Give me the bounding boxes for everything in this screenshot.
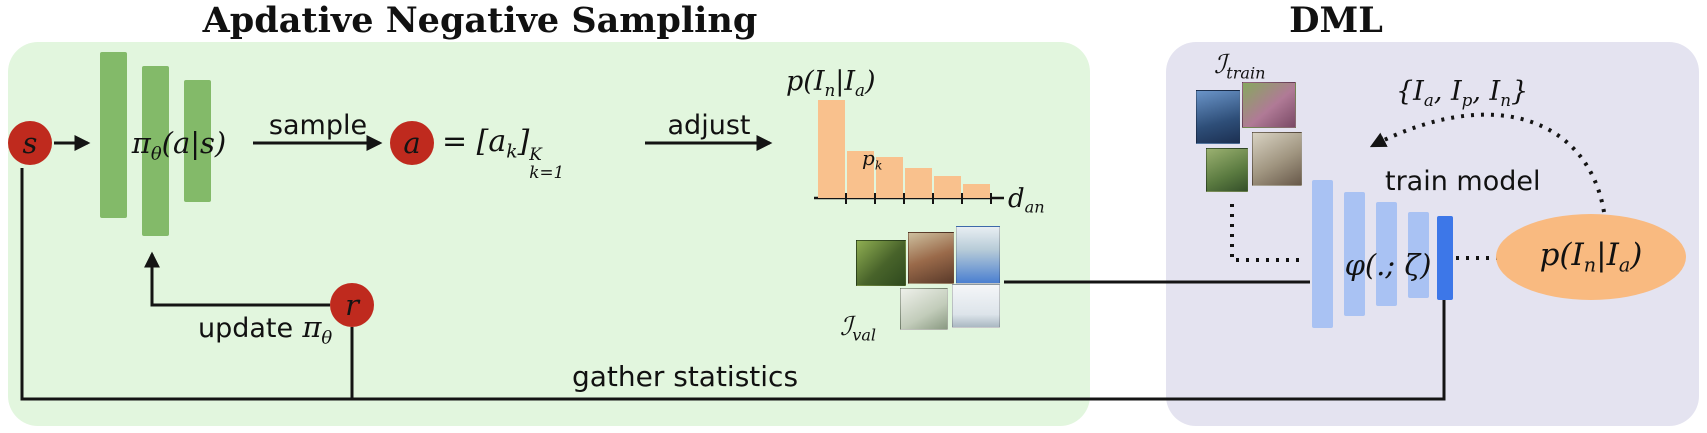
triplet-c2: , I xyxy=(1472,76,1501,107)
pdist-a: a xyxy=(855,79,866,100)
eq-sup-K: K xyxy=(529,144,542,165)
encoder-label: φ(.; ζ) xyxy=(1344,248,1432,282)
dist-close: ) xyxy=(1630,237,1643,274)
itrain-base: ℐ xyxy=(1214,50,1227,80)
dist-a: a xyxy=(1618,253,1631,277)
pdist-bar: |I xyxy=(835,66,856,97)
dist-bar: |I xyxy=(1596,237,1619,274)
encoder-layer-bar xyxy=(1312,180,1333,328)
pdist-close: ) xyxy=(865,66,876,97)
itrain-sub: train xyxy=(1226,63,1266,83)
policy-args: (a|s) xyxy=(161,126,227,160)
triplet-label: {Ia, Ip, In} xyxy=(1396,76,1528,110)
triplet-close: } xyxy=(1511,76,1529,107)
trainset-dotted-line xyxy=(1230,204,1306,262)
validation-set-label: ℐval xyxy=(840,312,876,345)
update-pi: π xyxy=(302,310,322,344)
pdist-n: n xyxy=(824,79,836,100)
validation-image xyxy=(952,284,1000,328)
policy-theta-sub: θ xyxy=(150,143,162,165)
encoder-layer-bar xyxy=(1344,192,1365,316)
validation-image xyxy=(900,288,948,330)
histogram-bars xyxy=(818,100,990,198)
action-node: a xyxy=(390,121,434,165)
sample-label: sample xyxy=(268,110,368,141)
update-policy-label: update πθ xyxy=(198,310,332,348)
gather-statistics-line xyxy=(20,168,1446,401)
histogram-bar xyxy=(876,157,903,198)
left-title: Apdative Negative Sampling xyxy=(202,0,758,41)
validation-image xyxy=(956,226,1000,284)
state-node: s xyxy=(8,121,52,165)
histogram-bar xyxy=(847,151,874,198)
histogram-bar xyxy=(818,100,845,198)
ival-sub: val xyxy=(852,325,877,345)
triplet-p: p xyxy=(1461,89,1473,110)
policy-network-bar xyxy=(142,66,169,236)
histogram-x-label: dan xyxy=(1008,184,1045,217)
encoder-layer-bar xyxy=(1408,212,1429,298)
training-set-label: ℐtrain xyxy=(1214,50,1266,83)
reward-node: r xyxy=(330,283,374,327)
histogram-title: p(In|Ia) xyxy=(786,66,876,100)
train-model-label: train model xyxy=(1385,166,1541,197)
dan-d: d xyxy=(1008,184,1025,214)
pk-p: p xyxy=(862,146,875,170)
adjust-label: adjust xyxy=(667,110,751,141)
histogram-bar xyxy=(905,168,932,198)
training-image xyxy=(1196,90,1240,144)
triplet-open: {I xyxy=(1396,76,1424,107)
training-image xyxy=(1252,132,1302,186)
sampling-distribution-ellipse: p(In|Ia) xyxy=(1496,214,1686,300)
gather-statistics-label: gather statistics xyxy=(571,360,799,393)
histogram-bar xyxy=(963,184,990,198)
eq-sub-k1: k=1 xyxy=(529,162,565,183)
update-word: update xyxy=(198,313,294,344)
triplet-a: a xyxy=(1423,89,1434,110)
action-label: a xyxy=(403,126,421,160)
dist-n: n xyxy=(1583,253,1597,277)
update-arrow xyxy=(144,251,330,307)
embedding-layer-bar xyxy=(1437,216,1453,300)
policy-network-bar xyxy=(184,80,211,202)
update-theta: θ xyxy=(321,327,333,349)
dan-an: an xyxy=(1024,197,1045,217)
policy-pi: π xyxy=(131,126,151,160)
policy-network-bar xyxy=(100,52,127,218)
histogram-ticks xyxy=(845,193,992,204)
train-model-dotted-arrow xyxy=(1369,112,1606,213)
histogram-pk-label: pk xyxy=(862,146,882,172)
histogram-bar xyxy=(934,176,961,198)
state-label: s xyxy=(22,126,38,160)
eq-close: ] xyxy=(517,124,530,159)
right-title: DML xyxy=(1289,0,1383,41)
pdist-p: p(I xyxy=(786,66,825,97)
reward-label: r xyxy=(345,288,359,322)
triplet-n: n xyxy=(1500,89,1512,110)
triplet-c1: , I xyxy=(1433,76,1462,107)
training-image xyxy=(1206,148,1248,192)
dist-p: p(I xyxy=(1539,237,1584,274)
policy-label: πθ(a|s) xyxy=(94,126,264,164)
eq-a: a xyxy=(488,124,507,159)
training-image xyxy=(1242,82,1296,128)
encoder-layer-bar xyxy=(1376,202,1397,306)
validation-image xyxy=(856,240,906,286)
pk-k: k xyxy=(874,157,883,173)
eq-k-sub: k xyxy=(506,141,518,163)
eq-open: = [ xyxy=(442,124,489,159)
ival-base: ℐ xyxy=(840,312,853,342)
validation-image xyxy=(908,232,954,284)
dist-label: p(In|Ia) xyxy=(1540,237,1643,277)
